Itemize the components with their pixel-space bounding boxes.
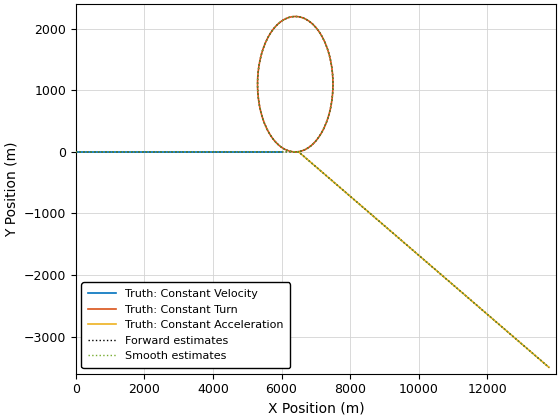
Truth: Constant Velocity: (3.57e+03, 0): Constant Velocity: (3.57e+03, 0) bbox=[195, 150, 202, 155]
Truth: Constant Velocity: (4.92e+03, 0): Constant Velocity: (4.92e+03, 0) bbox=[241, 150, 248, 155]
Forward estimates bbox=[329, 72, 336, 77]
Truth: Constant Turn: (6.41e+03, 2.2e+03): Constant Turn: (6.41e+03, 2.2e+03) bbox=[292, 14, 299, 19]
Truth: Constant Acceleration: (1e+04, -1.68e+03): Constant Acceleration: (1e+04, -1.68e+03… bbox=[416, 253, 422, 258]
Truth: Constant Turn: (6.4e+03, 0): Constant Turn: (6.4e+03, 0) bbox=[292, 150, 298, 155]
Truth: Constant Acceleration: (6.5e+03, 0): Constant Acceleration: (6.5e+03, 0) bbox=[295, 150, 302, 155]
Truth: Constant Turn: (5.77e+03, 2e+03): Constant Turn: (5.77e+03, 2e+03) bbox=[270, 26, 277, 31]
Line: Smooth estimates: Smooth estimates bbox=[76, 16, 549, 368]
Smooth estimates bbox=[545, 365, 552, 370]
Smooth estimates bbox=[292, 14, 299, 19]
Forward estimates bbox=[292, 14, 299, 19]
Smooth estimates bbox=[324, 47, 331, 52]
Truth: Constant Turn: (5.41e+03, 621): Constant Turn: (5.41e+03, 621) bbox=[258, 111, 265, 116]
Truth: Constant Acceleration: (1.04e+04, -1.89e+03): Constant Acceleration: (1.04e+04, -1.89e… bbox=[431, 266, 437, 271]
Line: Forward estimates: Forward estimates bbox=[76, 16, 549, 368]
Forward estimates bbox=[146, 150, 152, 155]
Truth: Constant Turn: (6.11e+03, 2.16e+03): Constant Turn: (6.11e+03, 2.16e+03) bbox=[282, 16, 288, 21]
Forward estimates bbox=[324, 47, 331, 52]
Smooth estimates bbox=[329, 72, 336, 77]
Truth: Constant Acceleration: (1.38e+04, -3.5e+03): Constant Acceleration: (1.38e+04, -3.5e+… bbox=[545, 365, 552, 370]
Truth: Constant Velocity: (2.89e+03, 0): Constant Velocity: (2.89e+03, 0) bbox=[171, 150, 178, 155]
Legend: Truth: Constant Velocity, Truth: Constant Turn, Truth: Constant Acceleration, Fo: Truth: Constant Velocity, Truth: Constan… bbox=[81, 282, 290, 368]
Truth: Constant Velocity: (3.25e+03, 0): Constant Velocity: (3.25e+03, 0) bbox=[184, 150, 190, 155]
Truth: Constant Acceleration: (1.36e+04, -3.42e+03): Constant Acceleration: (1.36e+04, -3.42e… bbox=[540, 360, 547, 365]
Truth: Constant Velocity: (0, 0): Constant Velocity: (0, 0) bbox=[72, 150, 79, 155]
Y-axis label: Y Position (m): Y Position (m) bbox=[4, 141, 18, 236]
Forward estimates bbox=[255, 65, 262, 70]
Truth: Constant Turn: (6.57e+03, 2.19e+03): Constant Turn: (6.57e+03, 2.19e+03) bbox=[298, 15, 305, 20]
Line: Truth: Constant Acceleration: Truth: Constant Acceleration bbox=[298, 152, 549, 368]
Smooth estimates bbox=[120, 150, 127, 155]
Truth: Constant Turn: (6.4e+03, 0): Constant Turn: (6.4e+03, 0) bbox=[292, 150, 298, 155]
Forward estimates bbox=[72, 150, 79, 155]
Smooth estimates bbox=[72, 150, 79, 155]
Smooth estimates bbox=[146, 150, 152, 155]
Forward estimates bbox=[316, 30, 323, 35]
Line: Truth: Constant Turn: Truth: Constant Turn bbox=[258, 16, 333, 152]
X-axis label: X Position (m): X Position (m) bbox=[268, 402, 364, 416]
Truth: Constant Acceleration: (1.08e+04, -2.08e+03): Constant Acceleration: (1.08e+04, -2.08e… bbox=[444, 278, 451, 283]
Forward estimates bbox=[120, 150, 127, 155]
Truth: Constant Velocity: (2.85e+03, 0): Constant Velocity: (2.85e+03, 0) bbox=[170, 150, 177, 155]
Truth: Constant Turn: (6.53e+03, 2.19e+03): Constant Turn: (6.53e+03, 2.19e+03) bbox=[296, 14, 303, 19]
Truth: Constant Turn: (6.25e+03, 10.5): Constant Turn: (6.25e+03, 10.5) bbox=[287, 149, 293, 154]
Truth: Constant Acceleration: (9.97e+03, -1.66e+03): Constant Acceleration: (9.97e+03, -1.66e… bbox=[414, 252, 421, 257]
Truth: Constant Velocity: (5.86e+03, 0): Constant Velocity: (5.86e+03, 0) bbox=[273, 150, 280, 155]
Truth: Constant Acceleration: (1.25e+04, -2.87e+03): Constant Acceleration: (1.25e+04, -2.87e… bbox=[501, 326, 507, 331]
Forward estimates bbox=[545, 365, 552, 370]
Truth: Constant Velocity: (6e+03, 0): Constant Velocity: (6e+03, 0) bbox=[278, 150, 285, 155]
Smooth estimates bbox=[316, 30, 323, 35]
Smooth estimates bbox=[255, 65, 262, 70]
